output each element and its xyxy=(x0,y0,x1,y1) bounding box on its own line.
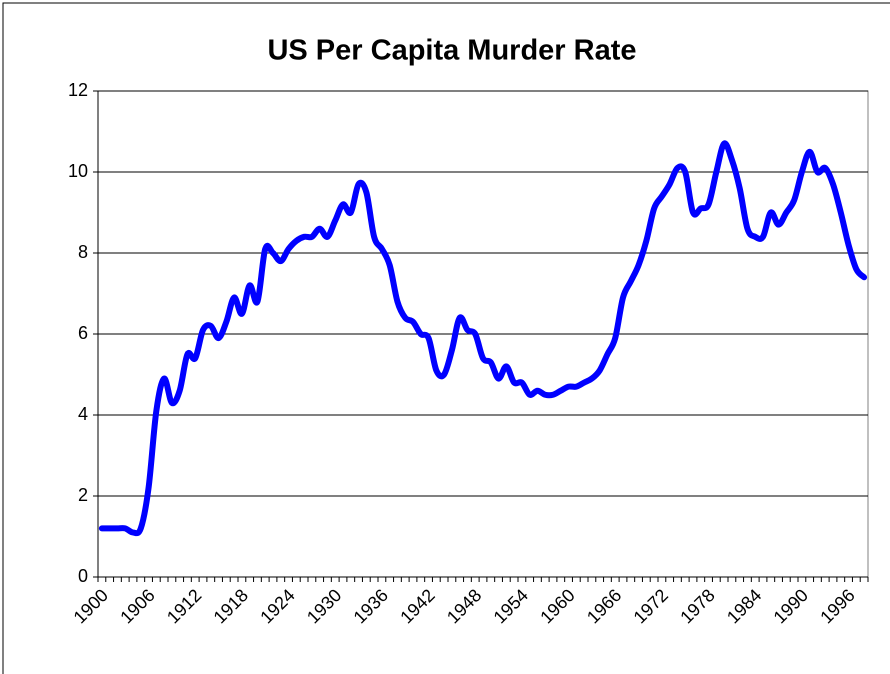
chart-title: US Per Capita Murder Rate xyxy=(267,35,636,67)
y-tick-label: 12 xyxy=(68,80,88,100)
y-tick-label: 0 xyxy=(78,566,88,586)
y-tick-label: 10 xyxy=(68,161,88,181)
data-line xyxy=(98,140,868,537)
y-tick-label: 2 xyxy=(78,485,88,505)
y-tick-label: 6 xyxy=(78,323,88,343)
y-tick-label: 4 xyxy=(78,404,88,424)
y-tick-label: 8 xyxy=(78,242,88,262)
